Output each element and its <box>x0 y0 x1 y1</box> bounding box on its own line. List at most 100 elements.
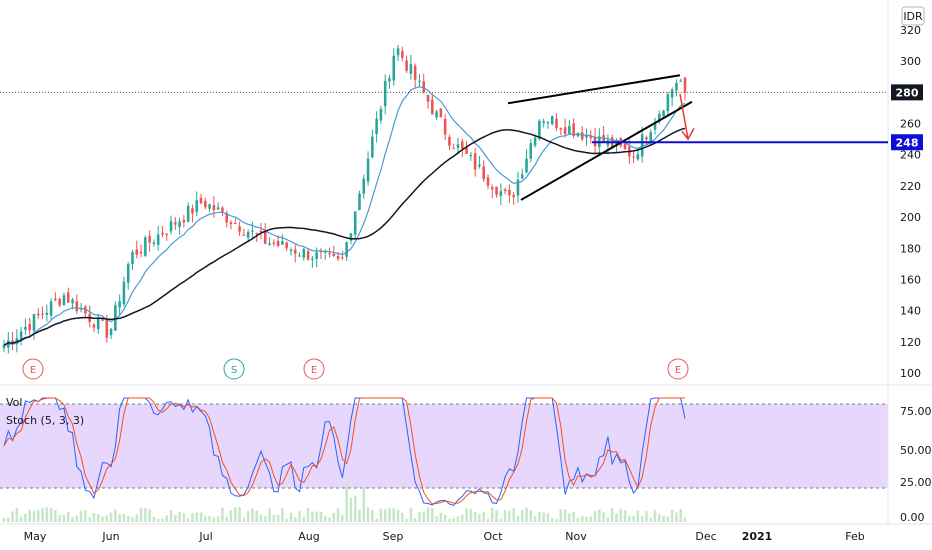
candle <box>559 127 563 136</box>
down-arrow-head <box>681 127 695 141</box>
volume-bar <box>576 518 580 522</box>
volume-bar <box>486 518 490 522</box>
candle <box>508 184 511 203</box>
candle <box>529 138 533 163</box>
candle <box>632 151 635 164</box>
candle <box>293 244 297 263</box>
svg-text:248: 248 <box>896 136 919 149</box>
price-tick-label: 120 <box>900 336 921 349</box>
candle <box>221 206 224 217</box>
candle <box>555 113 558 132</box>
candle <box>490 184 494 199</box>
candle <box>396 45 400 62</box>
candle <box>461 138 464 158</box>
support-price-label: 248 <box>891 134 923 151</box>
candle <box>409 54 413 80</box>
candle <box>298 252 301 258</box>
volume-bar <box>426 507 430 522</box>
candle <box>212 196 216 218</box>
candle <box>302 247 306 261</box>
stoch-indicator-label[interactable]: Stoch (5, 3, 3) <box>6 414 84 427</box>
price-axis[interactable]: 3203002802602402202001801601401201002802… <box>891 24 923 380</box>
volume-bar <box>482 512 485 522</box>
time-axis[interactable]: May Jun Jul Aug Sep Oct Nov Dec 2021 Feb <box>24 530 865 543</box>
candle <box>623 142 627 151</box>
candle <box>285 241 288 252</box>
volume-indicator-label[interactable]: Vol <box>6 396 22 409</box>
volume-bar <box>225 516 228 522</box>
volume-bar <box>58 514 61 522</box>
volume-bar <box>19 516 23 522</box>
volume-bar <box>683 517 687 522</box>
volume-bar <box>371 509 374 522</box>
candle <box>32 313 36 340</box>
volume-bar <box>366 507 370 522</box>
candle <box>246 229 250 242</box>
candle <box>448 134 451 151</box>
candle <box>41 306 44 320</box>
candles <box>2 45 687 354</box>
volume-bar <box>178 511 181 522</box>
currency-badge[interactable]: IDR <box>901 6 925 26</box>
candle <box>328 247 331 258</box>
volume-bar <box>88 517 91 522</box>
candle <box>405 55 408 73</box>
volume-bar <box>24 514 27 522</box>
moving-averages <box>3 86 686 346</box>
candle <box>126 261 130 290</box>
volume-bar <box>379 508 383 522</box>
volume-bar <box>54 509 57 522</box>
candle <box>169 215 173 235</box>
drawings[interactable] <box>0 74 888 201</box>
volume-bar <box>649 517 653 522</box>
volume-bar <box>323 515 327 522</box>
volume-bar <box>62 514 66 522</box>
volume-bar <box>315 511 318 522</box>
time-tick-label: Dec <box>695 530 716 543</box>
volume-bar <box>409 507 413 522</box>
volume-bar <box>204 516 207 522</box>
volume-bar <box>619 508 623 522</box>
candle <box>92 323 96 333</box>
stoch-tick-label: 25.00 <box>900 476 932 489</box>
candle <box>289 247 293 256</box>
candle <box>658 110 661 125</box>
candle <box>45 304 49 322</box>
time-tick-label: Aug <box>298 530 319 543</box>
candle <box>495 186 498 198</box>
stoch-pane[interactable] <box>0 403 888 489</box>
volume-bar <box>221 507 224 522</box>
volume-bar <box>358 509 361 522</box>
svg-text:E: E <box>675 365 681 376</box>
svg-text:S: S <box>231 365 237 376</box>
volume-bar <box>516 515 520 522</box>
candle <box>431 93 434 115</box>
volume-bar <box>448 518 451 522</box>
candle <box>422 73 426 94</box>
candle <box>148 230 151 252</box>
volume-bar <box>401 512 404 522</box>
volume-bar <box>628 516 631 522</box>
volume-bar <box>276 515 280 522</box>
time-tick-label: Oct <box>483 530 503 543</box>
volume-bar <box>139 507 143 522</box>
volume-bar <box>461 514 464 522</box>
volume-bar <box>191 513 194 522</box>
volume-bar <box>598 509 601 522</box>
stoch-tick-label: 75.00 <box>900 405 932 418</box>
candle <box>653 117 657 135</box>
candle <box>156 225 160 251</box>
volume-bar <box>512 508 515 522</box>
candle <box>353 211 357 239</box>
earnings-event-marker: E <box>303 358 325 380</box>
volume-bar <box>131 516 134 522</box>
volume-bar <box>208 515 211 522</box>
volume-bar <box>165 515 169 522</box>
lower-trendline <box>520 100 693 201</box>
main-pane[interactable] <box>0 0 888 385</box>
stoch-tick-label: 50.00 <box>900 444 932 457</box>
volume-bar <box>105 515 109 522</box>
volume-bar <box>503 509 507 522</box>
